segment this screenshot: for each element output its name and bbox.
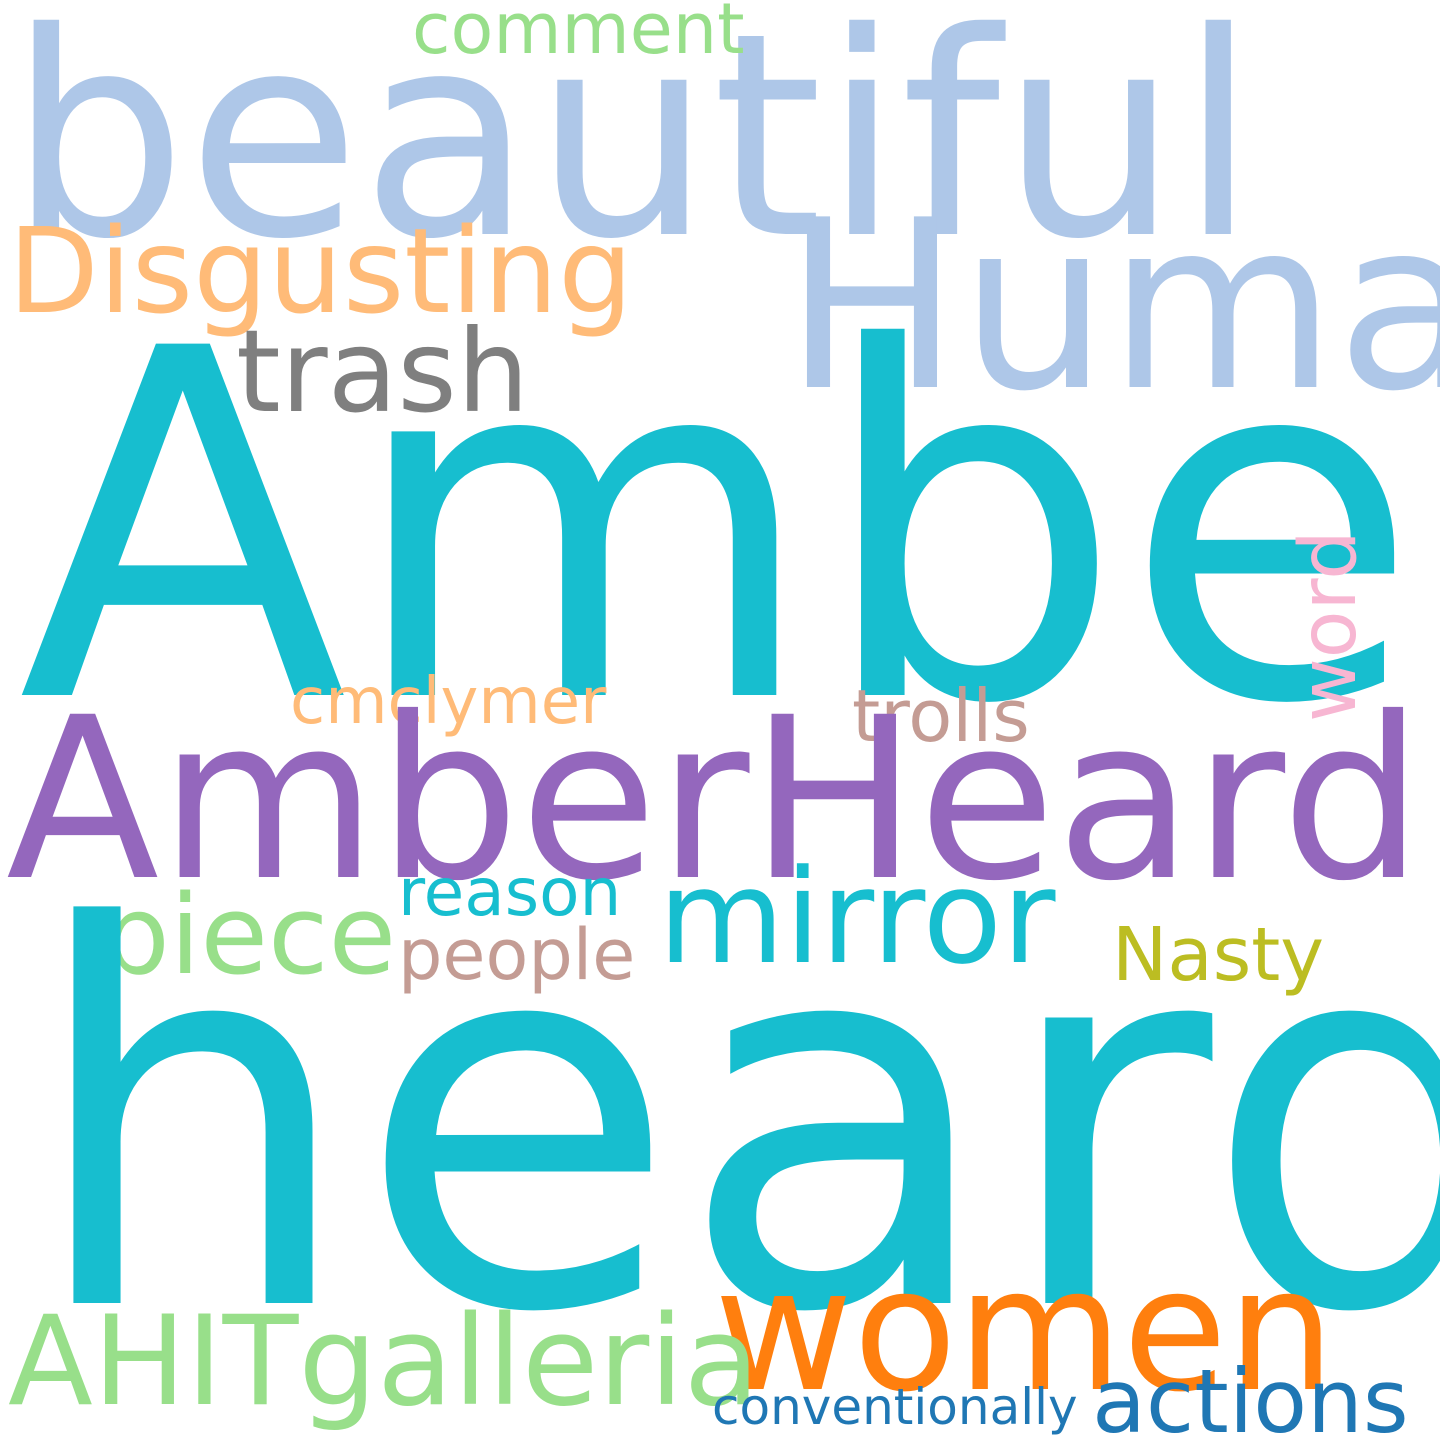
word-mirror: mirror xyxy=(658,841,1056,993)
word-trolls: trolls xyxy=(852,674,1030,758)
word-heard: heard xyxy=(26,819,1440,1427)
word-cmclymer: cmclymer xyxy=(290,665,607,739)
word-human: Human xyxy=(784,171,1440,443)
word-comment: comment xyxy=(412,0,745,70)
word-people: people xyxy=(398,914,636,996)
word-conventionally: conventionally xyxy=(712,1378,1078,1436)
word-amber: Amber xyxy=(18,248,1440,809)
word-nasty: Nasty xyxy=(1112,912,1325,998)
word-actions: actions xyxy=(1092,1350,1409,1440)
word-ahitgalleria: AHITgalleria xyxy=(8,1290,760,1434)
word-amberheardit: AmberHeardIT xyxy=(6,669,1440,930)
word-women: women xyxy=(714,1232,1335,1430)
word-piece: piece xyxy=(100,871,397,999)
word-trash: trash xyxy=(236,305,530,438)
word-disgusting: Disgusting xyxy=(8,202,634,340)
word-reason: reason xyxy=(398,854,622,931)
word-beautiful: beautiful xyxy=(8,0,1258,301)
